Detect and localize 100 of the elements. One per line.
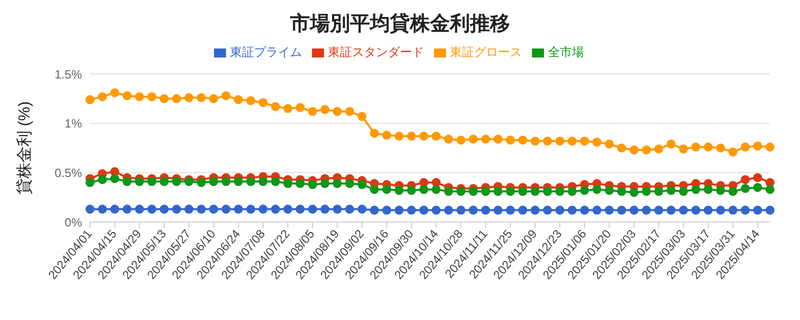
point [122,204,132,214]
point [308,180,318,190]
point [394,186,404,195]
point [419,184,428,194]
point [506,186,515,196]
point [394,206,404,215]
point [332,204,342,214]
y-tick-label: 0% [64,215,82,230]
point [518,186,528,196]
point [691,142,700,152]
point [666,140,676,149]
point [432,206,441,215]
point [134,92,144,102]
point [444,134,454,144]
point [382,206,392,215]
point [122,177,132,186]
point [494,206,502,215]
point [358,180,366,190]
point [678,186,688,196]
point [296,103,305,112]
point [234,204,243,214]
point [704,142,713,152]
point [296,179,305,188]
point [766,206,774,215]
legend-label: 東証グロース [450,45,522,59]
point [506,136,515,145]
point [332,179,342,188]
point [630,145,638,154]
point [98,204,107,214]
point [406,132,416,141]
point [283,104,292,114]
point [406,186,416,195]
point [209,94,218,104]
point [468,206,478,215]
point [370,206,379,215]
point [110,88,120,98]
point [494,186,502,196]
point [86,204,94,214]
point [530,186,540,196]
point [172,177,182,186]
point [568,136,577,146]
point [642,186,651,196]
point [456,136,466,145]
point [134,204,144,214]
point [147,92,156,102]
point [382,184,392,194]
point [568,206,577,215]
point [666,206,676,215]
point [678,144,688,154]
point [518,136,528,145]
point [382,130,392,140]
y-tick-label: 1% [64,116,82,131]
point [555,186,564,196]
point [358,112,366,121]
point [283,179,292,188]
point [258,98,268,108]
point [444,186,454,196]
point [270,204,280,214]
point [345,204,354,214]
point [518,206,528,215]
point [617,144,626,152]
point [270,102,280,112]
legend-label: 東証スタンダード [328,45,424,59]
point [122,91,132,100]
point [481,134,490,144]
point [456,186,466,196]
point [196,204,206,214]
point [160,177,169,186]
point [246,177,256,186]
point [419,132,428,141]
point [444,206,454,215]
point [283,204,292,214]
point [222,204,230,214]
point [345,106,354,116]
point [320,204,330,214]
point [308,106,318,116]
point [654,144,664,154]
point [691,206,700,215]
point [740,184,750,193]
point [332,106,342,116]
point [160,204,169,214]
point [160,94,169,104]
point [716,206,726,215]
point [147,204,156,214]
point [617,206,626,215]
point [728,147,738,156]
point [98,175,107,184]
point [740,206,750,215]
point [196,93,206,102]
point [766,142,774,152]
point [222,177,230,186]
point [481,206,490,215]
point [740,175,750,184]
point [98,92,107,102]
point [542,206,552,215]
legend-label: 東証プライム [230,45,302,59]
y-axis-title: 貸株金利 (%) [16,101,34,195]
point [704,206,713,215]
legend-label: 全市場 [548,45,584,59]
point [134,177,144,186]
